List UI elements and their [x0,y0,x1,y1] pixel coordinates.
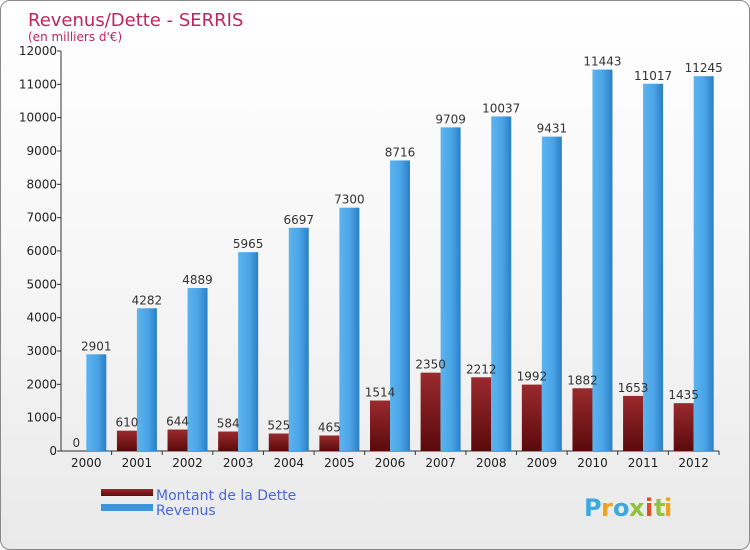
bar-revenus [440,127,461,451]
legend-swatch-debt [101,489,153,496]
chart-subtitle: (en milliers d'€) [28,30,122,44]
data-label-debt: 1992 [517,370,548,384]
y-tick-label: 1000 [26,411,57,425]
data-label-revenus: 11245 [685,61,723,75]
logo-letter: i [664,494,672,522]
y-tick-label: 7000 [26,211,57,225]
logo-letter: x [629,494,645,522]
bar-revenus [643,83,664,452]
bar-revenus [592,69,613,452]
data-label-debt: 525 [267,419,290,433]
bar-revenus [491,116,512,451]
bar-revenus [339,207,360,451]
logo-letter: t [654,494,665,522]
y-tick-label: 10000 [19,111,57,125]
y-tick-label: 3000 [26,344,57,358]
data-label-revenus: 11017 [634,69,672,83]
x-tick-label: 2011 [628,456,659,470]
data-label-revenus: 5965 [233,237,264,251]
data-label-revenus: 9709 [435,112,466,126]
data-label-revenus: 10037 [482,101,520,115]
bar-debt [673,403,694,451]
x-tick-label: 2009 [527,456,558,470]
x-tick-label: 2002 [172,456,203,470]
bar-revenus [693,76,714,452]
bar-revenus [86,354,107,451]
bar-debt [218,431,239,451]
legend-label-revenus: Revenus [156,503,216,519]
data-label-debt: 610 [115,416,138,430]
bar-debt [471,377,492,451]
y-tick-label: 2000 [26,377,57,391]
x-tick-label: 2012 [678,456,709,470]
legend-label-debt: Montant de la Dette [156,488,296,504]
data-label-revenus: 11443 [583,55,621,69]
data-label-debt: 465 [318,421,341,435]
data-label-revenus: 4889 [182,273,213,287]
x-tick-label: 2001 [122,456,153,470]
bar-debt [370,400,390,451]
bar-revenus [288,227,309,451]
x-tick-label: 2005 [324,456,355,470]
data-label-debt: 2212 [466,362,497,376]
bar-revenus [238,252,259,451]
data-label-debt: 644 [166,415,189,429]
bar-revenus [136,308,157,451]
logo-letter: r [601,494,613,522]
x-tick-label: 2008 [476,456,507,470]
bar-revenus [187,288,208,451]
data-label-revenus: 4282 [132,293,163,307]
x-tick-label: 2003 [223,456,254,470]
bar-debt [116,430,137,451]
y-tick-label: 5000 [26,277,57,291]
data-label-revenus: 7300 [334,193,365,207]
bar-debt [319,435,340,451]
data-label-debt: 584 [217,417,240,431]
data-label-revenus: 9431 [537,122,568,136]
legend-swatch-revenus [101,504,153,511]
data-label-debt: 2350 [415,358,446,372]
data-label-debt: 1882 [567,373,598,387]
bar-debt [572,388,593,451]
y-tick-label: 8000 [26,177,57,191]
logo-letter: o [613,494,630,522]
bar-debt [167,429,188,451]
data-label-debt: 0 [72,436,80,450]
axes: 0 1000 2000 3000 4000 5000 6000 7000 8000 9000 100… [19,44,720,470]
x-tick-label: 2010 [577,456,608,470]
y-tick-label: 4000 [26,311,57,325]
x-tick-label: 2006 [375,456,406,470]
y-tick-label: 11000 [19,77,57,91]
bars [86,69,714,452]
x-tick-label: 2000 [71,456,102,470]
y-tick-label: 12000 [19,44,57,58]
data-label-debt: 1653 [618,381,649,395]
data-label-revenus: 6697 [283,213,314,227]
bar-revenus [541,136,562,451]
y-tick-label: 0 [49,444,57,458]
y-tick-label: 9000 [26,144,57,158]
logo-letter: i [645,494,653,522]
data-label-revenus: 2901 [81,339,112,353]
data-labels: 0 2901 610 4282 644 4889 584 5965 525 6697 465 7300… [72,55,722,450]
legend: Montant de la Dette Revenus [101,488,296,519]
logo-letter: P [584,494,602,522]
bar-debt [420,372,441,451]
data-label-debt: 1435 [668,388,699,402]
bar-debt [623,395,644,451]
y-tick-label: 6000 [26,244,57,258]
x-tick-label: 2007 [425,456,456,470]
chart-title: Revenus/Dette - SERRIS [28,10,243,31]
data-label-revenus: 8716 [385,145,416,159]
bar-debt [268,433,289,451]
x-tick-label: 2004 [273,456,304,470]
bar-revenus [390,160,410,451]
bar-debt [521,384,542,451]
data-label-debt: 1514 [365,386,396,400]
